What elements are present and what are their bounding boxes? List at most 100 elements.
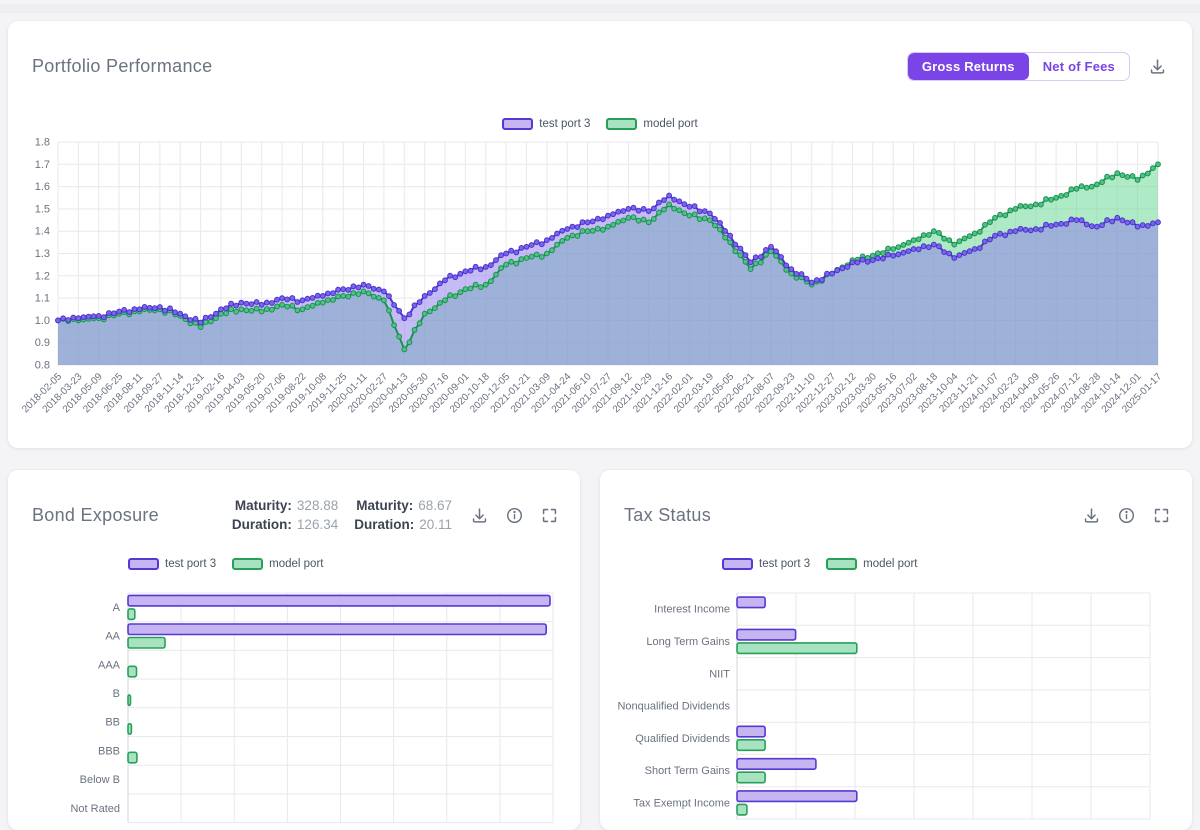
legend-label: model port	[269, 558, 324, 570]
svg-text:1.2: 1.2	[35, 270, 50, 282]
portfolio-performance-panel: Portfolio Performance Gross Returns Net …	[8, 21, 1192, 448]
performance-area-chart[interactable]: 1.8 1.7 1.6 1.5 1.4 1.3 1.2 1.1 1.0 0.9 0.82018-02…	[8, 131, 1192, 448]
model-port-bar	[736, 642, 858, 655]
gross-returns-button[interactable]: Gross Returns	[907, 52, 1029, 80]
svg-text:1.0: 1.0	[35, 315, 50, 327]
model-port-bar	[127, 636, 166, 649]
svg-text:A: A	[113, 602, 121, 614]
download-icon[interactable]	[1146, 55, 1168, 77]
legend-label: test port 3	[165, 558, 217, 570]
svg-text:0.9: 0.9	[35, 337, 50, 349]
legend-item-model-port[interactable]: model port	[606, 118, 698, 130]
test-port-3-swatch	[502, 118, 534, 130]
svg-text:Qualified Dividends: Qualified Dividends	[635, 733, 730, 745]
test-port-3-markers	[55, 192, 1161, 326]
model-port-bar	[127, 608, 136, 621]
info-icon[interactable]	[503, 504, 525, 526]
portfolio-performance-header: Portfolio Performance Gross Returns Net …	[8, 21, 1192, 92]
test-port-3-swatch	[722, 558, 753, 570]
download-icon[interactable]	[1080, 504, 1102, 526]
test-port-3-bar	[736, 725, 766, 738]
model-port-swatch	[826, 558, 858, 570]
model-port-bar	[736, 771, 766, 784]
svg-text:BBB: BBB	[98, 745, 120, 757]
legend-label: test port 3	[759, 558, 811, 570]
svg-text:1.6: 1.6	[35, 181, 50, 193]
bars	[127, 594, 551, 764]
legend-item-model-port[interactable]: model port	[826, 558, 917, 570]
x-axis-labels: 2018-02-052018-03-232018-05-092018-06-25…	[20, 371, 1164, 415]
bond-header-icons	[468, 504, 560, 526]
test-port-3-bar	[736, 628, 797, 641]
bars	[736, 596, 858, 816]
model-port-bar	[127, 665, 138, 678]
tax-chart-legend: test port 3 model port	[722, 558, 917, 570]
duration-stat: Duration: 20.11	[354, 517, 452, 533]
svg-text:Short Term Gains: Short Term Gains	[645, 765, 731, 777]
performance-header-icons	[1146, 55, 1168, 77]
fullscreen-icon[interactable]	[1150, 504, 1172, 526]
tax-status-bar-chart[interactable]: Interest Income Long Term Gains NIIT Nonqua…	[600, 582, 1192, 830]
portfolio-performance-title: Portfolio Performance	[32, 55, 213, 76]
bond-exposure-panel: Bond Exposure Maturity: 328.88 Maturity: 6…	[8, 470, 580, 830]
svg-text:BB: BB	[105, 717, 120, 729]
info-icon[interactable]	[1115, 504, 1137, 526]
test-port-3-bar	[736, 596, 766, 609]
test-port-3-area	[58, 195, 1158, 365]
svg-text:Interest Income: Interest Income	[654, 604, 730, 616]
fullscreen-icon[interactable]	[538, 504, 560, 526]
tax-status-panel: Tax Status test port 3 model port Intere…	[600, 470, 1192, 830]
category-labels: Interest Income Long Term Gains NIIT Nonqua…	[617, 604, 730, 810]
legend-item-test-port-3[interactable]: test port 3	[128, 558, 216, 570]
legend-label: model port	[643, 118, 698, 130]
duration-stat: Duration: 126.34	[231, 517, 339, 533]
svg-text:Not Rated: Not Rated	[70, 803, 120, 815]
performance-chart-legend: test port 3 model port	[8, 118, 1192, 130]
model-port-swatch	[232, 558, 264, 570]
model-port-bar	[736, 803, 748, 816]
test-port-3-bar	[127, 623, 548, 636]
svg-text:AAA: AAA	[98, 659, 121, 671]
maturity-stat: Maturity: 328.88	[234, 498, 339, 514]
bond-stats: Maturity: 328.88 Maturity: 68.67 Duration:…	[232, 497, 452, 533]
svg-text:Below B: Below B	[80, 774, 120, 786]
svg-text:AA: AA	[105, 631, 120, 643]
model-port-bar	[736, 739, 766, 752]
legend-item-test-port-3[interactable]: test port 3	[722, 558, 810, 570]
legend-item-test-port-3[interactable]: test port 3	[502, 118, 590, 130]
svg-text:0.8: 0.8	[35, 360, 50, 372]
test-port-3-bar	[127, 594, 551, 607]
model-port-bar	[127, 751, 138, 764]
maturity-stat: Maturity: 68.67	[356, 498, 452, 514]
svg-text:Long Term Gains: Long Term Gains	[646, 636, 730, 648]
legend-item-model-port[interactable]: model port	[232, 558, 323, 570]
model-port-bar	[127, 722, 133, 735]
test-port-3-bar	[736, 757, 817, 770]
model-port-bar	[127, 694, 132, 707]
svg-text:Nonqualified Dividends: Nonqualified Dividends	[617, 701, 730, 713]
net-of-fees-button[interactable]: Net of Fees	[1029, 53, 1129, 80]
tax-status-title: Tax Status	[624, 504, 712, 525]
svg-text:1.4: 1.4	[35, 226, 50, 238]
svg-text:B: B	[113, 688, 120, 700]
grid	[736, 592, 1151, 820]
svg-text:1.3: 1.3	[35, 248, 50, 260]
tax-header-icons	[1080, 504, 1172, 526]
bond-chart-legend: test port 3 model port	[128, 558, 323, 570]
svg-text:1.1: 1.1	[35, 293, 50, 305]
bond-exposure-title: Bond Exposure	[32, 504, 159, 525]
y-axis-labels: 1.8 1.7 1.6 1.5 1.4 1.3 1.2 1.1 1.0 0.9 0.8	[35, 137, 50, 372]
svg-text:1.8: 1.8	[35, 137, 50, 149]
svg-text:1.7: 1.7	[35, 159, 50, 171]
tax-status-header: Tax Status	[600, 470, 1192, 541]
test-port-3-swatch	[128, 558, 159, 570]
svg-text:NIIT: NIIT	[709, 668, 730, 680]
legend-label: model port	[863, 558, 918, 570]
svg-text:Tax Exempt Income: Tax Exempt Income	[633, 797, 730, 809]
page-top-strip	[0, 4, 1200, 13]
bond-exposure-header: Bond Exposure Maturity: 328.88 Maturity: 6…	[8, 470, 580, 541]
model-port-swatch	[606, 118, 638, 130]
download-icon[interactable]	[468, 504, 490, 526]
